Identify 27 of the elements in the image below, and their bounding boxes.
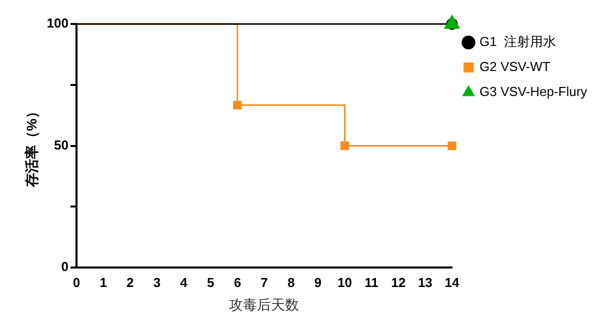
x-tick-label: 1 <box>100 274 107 290</box>
x-tick-label: 7 <box>260 274 268 290</box>
x-tick-label: 6 <box>234 274 242 290</box>
y-tick-label: 100 <box>46 16 68 31</box>
x-tick-label: 13 <box>418 274 432 290</box>
x-tick-label: 2 <box>126 274 134 290</box>
x-tick-label: 14 <box>444 274 460 290</box>
y-axis-title: 存活率（%） <box>23 104 40 188</box>
point <box>233 100 242 110</box>
legend-label: G2 VSV-WT <box>480 59 550 74</box>
legend-label: G3 VSV-Hep-Flury <box>480 84 588 100</box>
x-tick-label: 0 <box>72 274 80 290</box>
x-tick-label: 11 <box>364 274 378 290</box>
x-axis-title: 攻毒后天数 <box>229 296 300 312</box>
y-tick-label: 0 <box>61 259 68 274</box>
legend-label: G1 注射用水 <box>480 34 556 50</box>
point <box>444 15 460 29</box>
x-tick-label: 9 <box>314 274 322 290</box>
x-tick-label: 12 <box>391 274 406 290</box>
point <box>340 142 349 150</box>
x-tick-label: 3 <box>153 274 161 290</box>
x-tick-label: 8 <box>287 274 295 290</box>
y-tick-label: 50 <box>54 137 68 152</box>
point <box>448 142 456 150</box>
x-tick-label: 10 <box>337 274 352 290</box>
x-tick-label: 4 <box>180 274 188 290</box>
x-tick-label: 5 <box>206 274 214 290</box>
